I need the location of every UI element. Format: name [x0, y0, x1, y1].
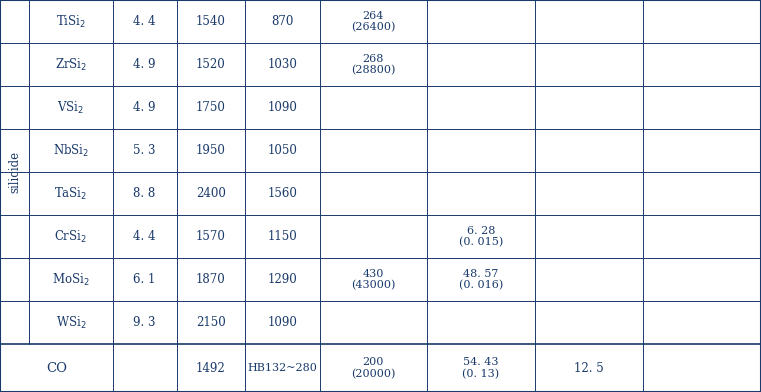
Text: 5. 3: 5. 3	[133, 144, 156, 157]
Text: 1492: 1492	[196, 361, 226, 375]
Text: 1950: 1950	[196, 144, 226, 157]
Text: 1540: 1540	[196, 15, 226, 28]
Text: 1090: 1090	[267, 316, 298, 329]
Text: ZrSi$_2$: ZrSi$_2$	[55, 56, 87, 73]
Text: 870: 870	[271, 15, 294, 28]
Text: 2400: 2400	[196, 187, 226, 200]
Text: 1750: 1750	[196, 101, 226, 114]
Text: 268
(28800): 268 (28800)	[351, 54, 396, 76]
Text: 9. 3: 9. 3	[133, 316, 156, 329]
Text: NbSi$_2$: NbSi$_2$	[53, 143, 89, 159]
Text: 4. 9: 4. 9	[133, 101, 156, 114]
Text: CrSi$_2$: CrSi$_2$	[54, 229, 88, 245]
Text: VSi$_2$: VSi$_2$	[57, 100, 84, 116]
Text: 1870: 1870	[196, 273, 226, 286]
Text: 1290: 1290	[267, 273, 298, 286]
Text: 12. 5: 12. 5	[574, 361, 604, 375]
Text: MoSi$_2$: MoSi$_2$	[52, 272, 90, 288]
Text: 1560: 1560	[267, 187, 298, 200]
Text: 4. 4: 4. 4	[133, 230, 156, 243]
Text: 264
(26400): 264 (26400)	[351, 11, 396, 33]
Text: TaSi$_2$: TaSi$_2$	[54, 185, 88, 201]
Text: 54. 43
(0. 13): 54. 43 (0. 13)	[463, 357, 499, 379]
Text: 430
(43000): 430 (43000)	[351, 269, 396, 290]
Text: WSi$_2$: WSi$_2$	[56, 315, 86, 331]
Text: 1520: 1520	[196, 58, 226, 71]
Text: silicide: silicide	[8, 151, 21, 193]
Text: 8. 8: 8. 8	[133, 187, 156, 200]
Text: 1570: 1570	[196, 230, 226, 243]
Text: 1090: 1090	[267, 101, 298, 114]
Text: 200
(20000): 200 (20000)	[351, 357, 396, 379]
Text: HB132~280: HB132~280	[247, 363, 317, 373]
Text: 1050: 1050	[267, 144, 298, 157]
Text: 48. 57
(0. 016): 48. 57 (0. 016)	[459, 269, 503, 290]
Text: 4. 4: 4. 4	[133, 15, 156, 28]
Text: TiSi$_2$: TiSi$_2$	[56, 13, 86, 29]
Text: 6. 28
(0. 015): 6. 28 (0. 015)	[459, 226, 503, 248]
Text: 4. 9: 4. 9	[133, 58, 156, 71]
Text: CO: CO	[46, 361, 67, 375]
Text: 6. 1: 6. 1	[133, 273, 156, 286]
Text: 1150: 1150	[267, 230, 298, 243]
Text: 1030: 1030	[267, 58, 298, 71]
Text: 2150: 2150	[196, 316, 226, 329]
